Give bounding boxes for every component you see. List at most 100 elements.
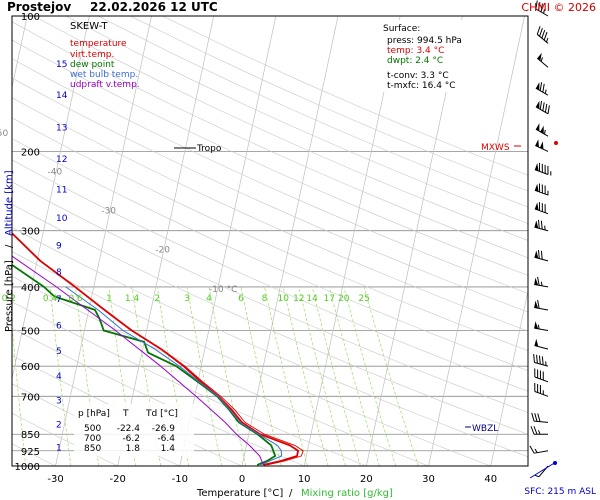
table-row-500-t: -22.4 bbox=[117, 424, 141, 434]
dry-adiabat bbox=[97, 16, 528, 208]
temperature-tick-label: -30 bbox=[47, 474, 63, 485]
wind-barb bbox=[531, 412, 549, 423]
wind-barb bbox=[534, 338, 549, 350]
wind-barb-staff bbox=[534, 376, 549, 383]
datetime-title: 22.02.2026 12 UTC bbox=[90, 0, 218, 14]
wind-barb-flag bbox=[544, 185, 546, 195]
wind-barb-flag bbox=[538, 162, 541, 172]
wind-barb-half bbox=[544, 225, 546, 230]
altitude-tick-label: 5 bbox=[56, 347, 62, 357]
temperature-tick-label: 40 bbox=[484, 474, 497, 485]
wind-barb-flag bbox=[533, 426, 538, 435]
wind-barb-flag bbox=[537, 249, 540, 259]
wind-barb-pennant bbox=[537, 52, 542, 61]
wind-barb-pennant bbox=[534, 300, 539, 309]
mixing-ratio-line bbox=[49, 286, 72, 466]
wind-barb-flag bbox=[543, 31, 548, 41]
wind-barb-half bbox=[547, 190, 549, 196]
wind-barb bbox=[535, 82, 549, 96]
mixing-ratio-line bbox=[282, 286, 329, 466]
isotherm bbox=[12, 16, 90, 381]
wind-barb-flag bbox=[538, 355, 541, 365]
series-line-virt-temp- bbox=[104, 309, 304, 466]
isotherm-label: -10 °C bbox=[209, 285, 237, 295]
dry-adiabat bbox=[130, 16, 528, 192]
wind-barb bbox=[534, 368, 549, 383]
y-axis-label-pressure: Pressure [hPa] bbox=[4, 260, 15, 332]
temperature-tick-label: 20 bbox=[360, 474, 373, 485]
tropopause-marker: Tropo bbox=[174, 144, 222, 154]
surface-tconv: t-conv: 3.3 °C bbox=[387, 71, 449, 81]
dry-adiabat bbox=[12, 181, 528, 413]
wind-barb-half bbox=[540, 57, 543, 62]
mixing-ratio-line bbox=[328, 286, 380, 466]
wind-barb bbox=[534, 162, 552, 176]
wind-barb-half bbox=[534, 448, 538, 453]
altitude-tick-label: 9 bbox=[56, 242, 62, 252]
wind-barb-staff bbox=[535, 8, 549, 17]
wind-barb bbox=[534, 382, 549, 397]
dry-adiabat bbox=[12, 301, 367, 466]
wind-barb-staff bbox=[535, 128, 549, 137]
wind-barb-flag bbox=[531, 412, 535, 422]
pressure-tick-label: 300 bbox=[21, 227, 40, 238]
pressure-tick-label: 850 bbox=[21, 430, 40, 441]
x-axis-label-mix: Mixing ratio [g/kg] bbox=[301, 488, 393, 499]
pressure-tick-label: 925 bbox=[21, 447, 40, 458]
dry-adiabat bbox=[12, 117, 528, 351]
legend-updraft: udpraft v.temp. bbox=[70, 80, 140, 90]
wind-barb-pennant bbox=[534, 202, 539, 211]
wind-barb-flag bbox=[541, 184, 543, 194]
dry-adiabat bbox=[12, 275, 429, 466]
wind-barb-flag bbox=[533, 353, 535, 363]
mixing-ratio-label: 0.4 bbox=[43, 294, 58, 304]
profile-lines bbox=[12, 231, 304, 466]
wind-barb bbox=[536, 52, 549, 68]
altitude-tick-label: 11 bbox=[56, 186, 67, 196]
altitude-tick-label: 7 bbox=[56, 295, 62, 305]
wind-barb-pennant bbox=[535, 82, 540, 91]
mixing-ratio-line bbox=[298, 286, 346, 466]
wind-barb bbox=[534, 321, 549, 332]
wind-barb-flag bbox=[547, 105, 550, 114]
mixing-ratio-label: 8 bbox=[262, 294, 268, 304]
wind-barb-staff bbox=[534, 256, 549, 262]
mixing-ratio-label: 17 bbox=[324, 294, 335, 304]
wind-barb-half bbox=[544, 89, 547, 94]
wind-barb bbox=[535, 100, 550, 115]
wind-barb-flag bbox=[539, 100, 543, 110]
legend: SKEW-T temperature virt.temp. dew point … bbox=[70, 21, 140, 90]
table-row-700-t: -6.2 bbox=[122, 434, 140, 444]
wind-barb-flag bbox=[542, 371, 544, 381]
isotherm bbox=[553, 16, 600, 466]
series-line-wet-bulb-temp- bbox=[65, 286, 282, 466]
altitude-tick-label: 6 bbox=[56, 321, 62, 331]
altitude-tick-label: 3 bbox=[56, 396, 62, 406]
table-row-700-p: 700 bbox=[84, 434, 101, 444]
pressure-tick-label: 1000 bbox=[15, 462, 40, 473]
mixing-ratio-line bbox=[264, 286, 308, 466]
station-title: Prostejov bbox=[7, 0, 71, 14]
sfc-label: SFC: 215 m ASL bbox=[524, 487, 596, 497]
altitude-tick-label: 4 bbox=[56, 372, 62, 382]
wind-barb-pennant bbox=[534, 277, 539, 286]
wind-barb-staff bbox=[535, 87, 549, 96]
dry-adiabat bbox=[12, 77, 528, 313]
surface-dwpt: dwpt: 2.4 °C bbox=[387, 56, 443, 66]
wind-barb-flag bbox=[534, 382, 536, 392]
altitude-tick-label: 12 bbox=[56, 155, 67, 165]
credit-label: CHMI © 2026 bbox=[521, 1, 596, 14]
table-row-500-td: -26.9 bbox=[152, 424, 176, 434]
mixing-ratio-label: 0.2 bbox=[2, 294, 16, 304]
dry-adiabat bbox=[12, 39, 528, 276]
dry-adiabat bbox=[12, 97, 528, 332]
wind-barb-staff bbox=[535, 106, 549, 115]
wind-barb-pennant bbox=[534, 250, 539, 259]
mxws-marker: MXWS bbox=[481, 143, 521, 153]
surface-wind-dot bbox=[553, 461, 557, 465]
mixing-ratio-label: 6 bbox=[238, 294, 244, 304]
wind-barb-flag bbox=[538, 202, 541, 211]
wind-barb-pennant bbox=[534, 220, 539, 229]
table-header-td: Td [°C] bbox=[145, 409, 178, 419]
isotherm-label: -20 bbox=[155, 245, 170, 255]
